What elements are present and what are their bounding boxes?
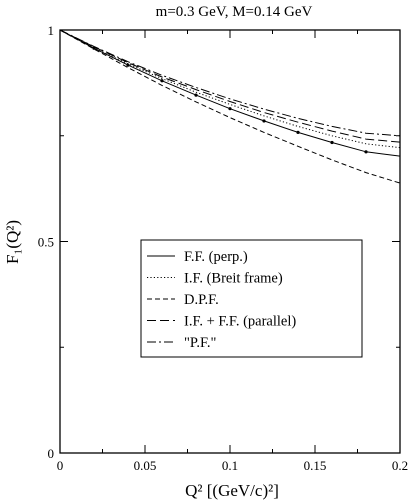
axis-ticks: 0 0.05 0.1 0.15 0.2 0 0.5 1 — [38, 23, 408, 473]
legend: F.F. (perp.) I.F. (Breit frame) D.P.F. I.F.… — [140, 239, 363, 358]
x-axis-label: Q² [(GeV/c)²] — [185, 481, 279, 500]
legend-label-2: D.P.F. — [184, 292, 219, 308]
legend-label-1: I.F. (Breit frame) — [184, 271, 283, 287]
series-line-0 — [59, 29, 401, 157]
series-0-point — [330, 140, 334, 145]
x-tick-label: 0.05 — [134, 458, 157, 473]
x-tick-label: 0 — [57, 458, 64, 473]
x-tick-label: 0.1 — [222, 458, 238, 473]
series-line-2 — [59, 29, 401, 184]
legend-label-0: F.F. (perp.) — [184, 249, 248, 265]
legend-box — [140, 239, 363, 358]
y-axis-label: F₁(Q²) — [3, 220, 22, 264]
series-0-point — [160, 79, 164, 83]
x-tick-label: 0.2 — [392, 458, 408, 473]
plot-area — [59, 29, 401, 184]
series-0-point — [262, 119, 266, 123]
y-tick-label: 0 — [48, 446, 55, 461]
series-0-point — [228, 107, 232, 111]
chart-title: m=0.3 GeV, M=0.14 GeV — [156, 4, 313, 20]
legend-label-3: I.F. + F.F. (parallel) — [184, 314, 296, 330]
series-line-4 — [59, 29, 401, 137]
series-0-point — [296, 130, 300, 134]
series-line-3 — [59, 29, 401, 143]
series-0-point — [364, 150, 368, 154]
series-0-point — [126, 63, 130, 67]
legend-label-4: "P.F." — [184, 335, 217, 351]
y-tick-label: 0.5 — [38, 235, 54, 250]
x-tick-label: 0.15 — [304, 458, 327, 473]
series-0-point — [194, 93, 198, 97]
y-tick-label: 1 — [48, 23, 55, 38]
